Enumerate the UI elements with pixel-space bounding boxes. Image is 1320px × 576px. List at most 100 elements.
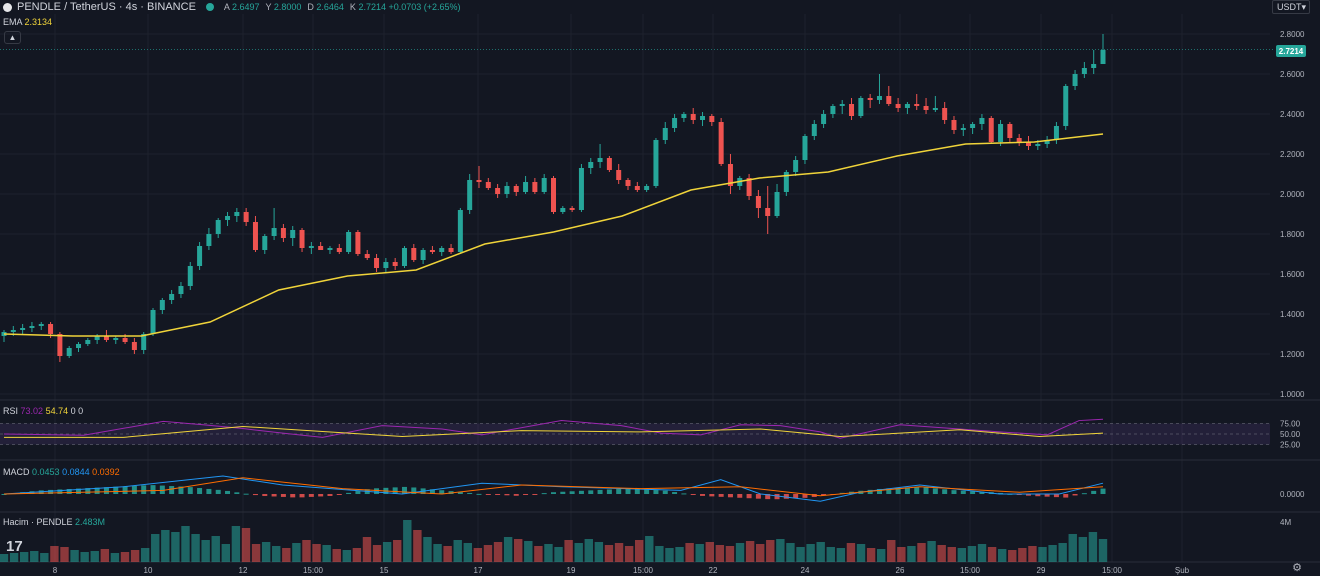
collapse-legend-button[interactable]: ▲ bbox=[4, 31, 21, 44]
candle-body bbox=[243, 212, 249, 222]
volume-label: Hacim · PENDLE bbox=[3, 517, 73, 527]
time-tick-label: 17 bbox=[474, 566, 483, 575]
candle-body bbox=[765, 208, 771, 216]
candle-body bbox=[783, 172, 789, 192]
volume-bar bbox=[231, 526, 241, 562]
macd-histogram-bar bbox=[970, 491, 976, 494]
pendle-logo-icon bbox=[3, 2, 12, 12]
ohlc-high: Y 2.8000 bbox=[265, 2, 301, 12]
open-value: 2.6497 bbox=[231, 2, 260, 12]
rsi-tick-label: 75.00 bbox=[1280, 420, 1301, 429]
volume-bar bbox=[372, 545, 382, 562]
candle-body bbox=[355, 232, 361, 254]
candle-body bbox=[746, 178, 752, 196]
current-price-tag: 2.7214 bbox=[1276, 45, 1306, 57]
volume-bar bbox=[1038, 547, 1047, 562]
time-tick-label: 15 bbox=[380, 566, 389, 575]
candle-body bbox=[429, 250, 435, 252]
macd-histogram-bar bbox=[318, 494, 324, 497]
volume-bar bbox=[937, 545, 946, 562]
change-value: +0.0703 (+2.65%) bbox=[388, 2, 461, 12]
candle-body bbox=[858, 98, 864, 116]
volume-bar bbox=[856, 544, 866, 562]
macd-histogram-bar bbox=[746, 494, 752, 499]
volume-bar bbox=[665, 548, 674, 562]
currency-select[interactable]: USDT ▾ bbox=[1272, 0, 1310, 14]
candle-body bbox=[802, 136, 808, 160]
candle-body bbox=[1044, 140, 1050, 144]
candle-body bbox=[523, 182, 529, 192]
macd-histogram-bar bbox=[672, 492, 678, 494]
volume-bar bbox=[705, 542, 714, 562]
candle-body bbox=[876, 96, 882, 100]
candle-body bbox=[448, 248, 454, 252]
candle-body bbox=[131, 342, 137, 350]
macd-histogram-bar bbox=[578, 490, 584, 494]
symbol-title[interactable]: PENDLE / TetherUS · 4s · BINANCE bbox=[17, 1, 196, 13]
market-status-icon bbox=[205, 3, 214, 11]
candle-body bbox=[262, 236, 268, 250]
candle-body bbox=[849, 104, 855, 116]
volume-bar bbox=[635, 540, 644, 562]
volume-bar bbox=[796, 547, 805, 562]
rsi-tick-label: 25.00 bbox=[1280, 441, 1301, 450]
macd-histogram-bar bbox=[718, 494, 724, 497]
volume-bar bbox=[80, 552, 89, 562]
macd-histogram-bar bbox=[187, 487, 193, 494]
volume-bar bbox=[130, 550, 140, 562]
candle-body bbox=[178, 286, 184, 294]
candle-body bbox=[485, 182, 491, 188]
macd-histogram-bar bbox=[1063, 494, 1069, 498]
ema-legend[interactable]: EMA 2.3134 bbox=[3, 17, 52, 27]
candle-body bbox=[774, 192, 780, 216]
volume-bar bbox=[342, 550, 352, 562]
rsi-value-3: 0 bbox=[70, 406, 76, 416]
time-tick-label: 8 bbox=[53, 566, 58, 575]
macd-histogram-bar bbox=[709, 494, 715, 497]
candle-body bbox=[644, 186, 650, 190]
settings-icon[interactable]: ⚙ bbox=[1292, 562, 1302, 574]
volume-bar bbox=[604, 545, 614, 562]
candle-body bbox=[1072, 74, 1078, 86]
candle-body bbox=[923, 106, 929, 110]
volume-legend[interactable]: Hacim · PENDLE 2.483M bbox=[3, 517, 105, 527]
volume-bar bbox=[544, 544, 553, 562]
candle-body bbox=[234, 212, 240, 216]
macd-histogram-bar bbox=[336, 494, 342, 495]
candle-body bbox=[1025, 142, 1031, 146]
macd-histogram-bar bbox=[57, 489, 63, 494]
volume-bar bbox=[70, 550, 79, 562]
volume-bar bbox=[755, 544, 765, 562]
macd-histogram-bar bbox=[560, 491, 566, 494]
candle-body bbox=[821, 114, 827, 124]
time-tick-label: 12 bbox=[239, 566, 248, 575]
candle-body bbox=[970, 124, 976, 128]
macd-histogram-bar bbox=[169, 486, 175, 494]
volume-bar bbox=[312, 544, 321, 562]
candle-body bbox=[169, 294, 175, 300]
rsi-label: RSI bbox=[3, 406, 19, 416]
price-tick-label: 1.6000 bbox=[1280, 270, 1305, 279]
candle-body bbox=[252, 222, 258, 250]
macd-histogram-bar bbox=[653, 490, 659, 494]
candle-body bbox=[690, 114, 696, 120]
volume-bar bbox=[645, 536, 654, 562]
candle-body bbox=[1053, 126, 1059, 140]
tradingview-logo-icon[interactable]: 17 bbox=[6, 538, 23, 555]
macd-histogram-bar bbox=[1091, 490, 1097, 494]
volume-bar bbox=[846, 543, 856, 562]
macd-legend[interactable]: MACD 0.0453 0.0844 0.0392 bbox=[3, 467, 120, 477]
volume-bar bbox=[251, 544, 261, 562]
volume-bar bbox=[483, 545, 493, 562]
rsi-legend[interactable]: RSI 73.02 54.74 0 0 bbox=[3, 406, 83, 416]
macd-histogram-bar bbox=[271, 494, 277, 497]
macd-histogram-bar bbox=[159, 485, 165, 494]
macd-histogram-bar bbox=[1035, 494, 1041, 497]
macd-histogram-bar bbox=[308, 494, 314, 497]
candle-body bbox=[495, 188, 501, 194]
candle-body bbox=[606, 158, 612, 170]
volume-bar bbox=[161, 530, 170, 562]
macd-histogram-bar bbox=[523, 494, 529, 495]
volume-bar bbox=[836, 548, 846, 562]
